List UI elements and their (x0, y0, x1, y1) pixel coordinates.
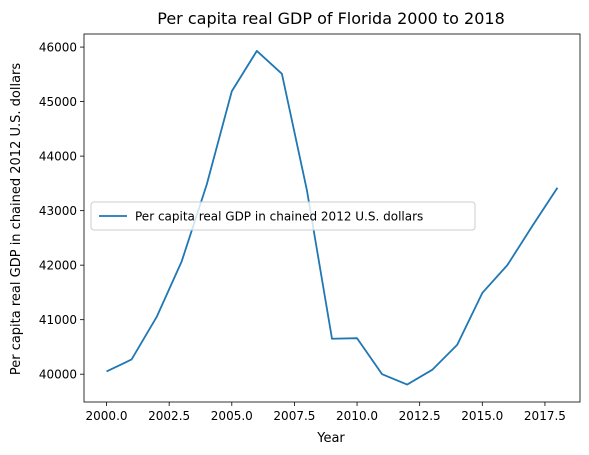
y-axis-label: Per capita real GDP in chained 2012 U.S.… (9, 63, 24, 376)
x-tick-label: 2002.5 (148, 409, 190, 423)
chart-title: Per capita real GDP of Florida 2000 to 2… (157, 9, 505, 28)
y-tick-label: 43000 (39, 204, 77, 218)
y-tick-label: 46000 (39, 41, 77, 55)
axes-frame (83, 33, 581, 403)
legend-box (90, 201, 476, 231)
y-tick-label: 44000 (39, 150, 77, 164)
x-tick-label: 2000.0 (86, 409, 128, 423)
x-tick-label: 2015.0 (461, 409, 503, 423)
x-tick-label: 2010.0 (336, 409, 378, 423)
legend: Per capita real GDP in chained 2012 U.S.… (90, 201, 476, 231)
legend-label: Per capita real GDP in chained 2012 U.S.… (135, 210, 423, 224)
x-tick-label: 2017.5 (524, 409, 566, 423)
x-axis-label: Year (316, 431, 345, 446)
y-tick-label: 42000 (39, 259, 77, 273)
x-tick-label: 2005.0 (211, 409, 253, 423)
series-line (106, 50, 559, 386)
x-tick-label: 2007.5 (273, 409, 315, 423)
y-tick-label: 45000 (39, 95, 77, 109)
y-tick-label: 41000 (39, 313, 77, 327)
plot-area: 2000.0 2002.5 2005.0 2007.5 2010.0 2012.5 2015… (39, 33, 581, 423)
x-tick-label: 2012.5 (399, 409, 441, 423)
y-tick-label: 40000 (39, 368, 77, 382)
